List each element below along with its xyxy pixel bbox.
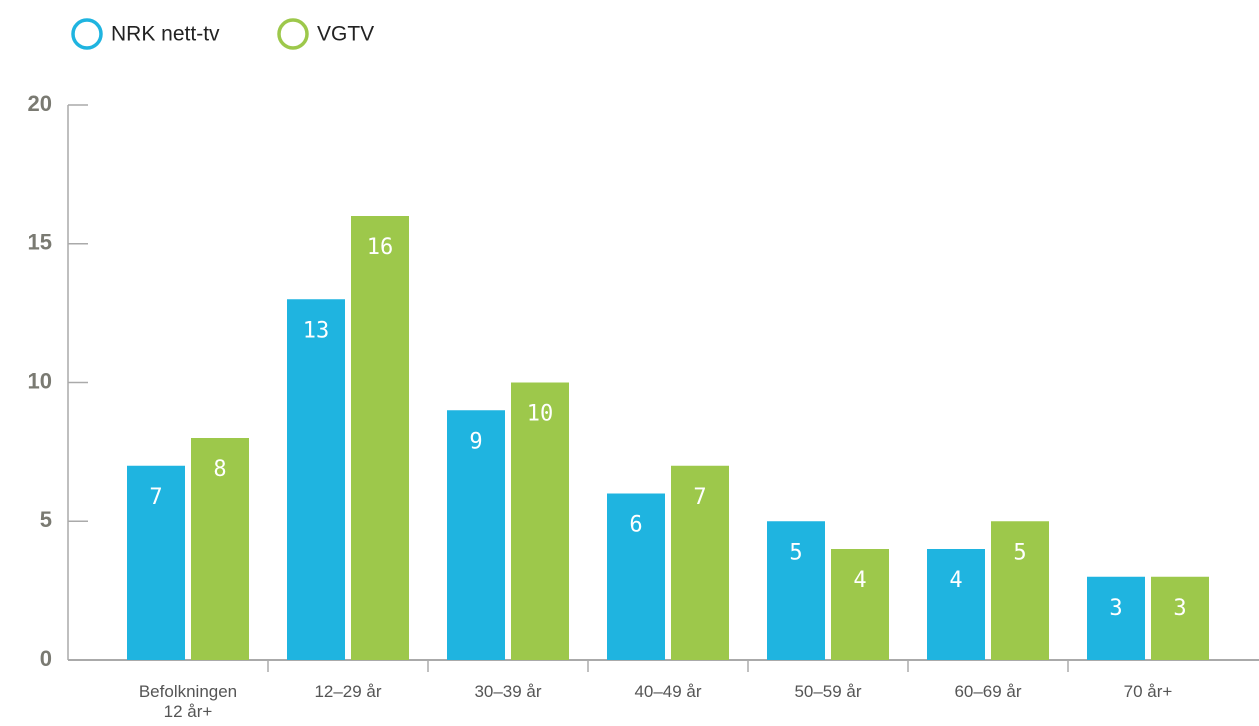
bar	[991, 521, 1049, 660]
bar	[127, 465, 185, 660]
bar	[191, 438, 249, 660]
bar	[607, 493, 665, 660]
x-tick-label: 50–59 år	[794, 682, 862, 701]
value-label: 7	[149, 485, 162, 510]
bar	[927, 549, 985, 660]
y-tick-label: 20	[28, 91, 52, 116]
bar	[831, 549, 889, 660]
x-tick-label: 30–39 år	[474, 682, 542, 701]
value-label: 4	[853, 568, 866, 593]
value-label: 5	[1013, 540, 1026, 565]
value-label: 16	[367, 235, 394, 260]
y-tick-label: 0	[40, 646, 52, 671]
value-label: 3	[1109, 596, 1122, 621]
y-tick-label: 15	[28, 230, 52, 255]
value-label: 3	[1173, 596, 1186, 621]
bar	[1151, 576, 1209, 660]
y-tick-label: 10	[28, 368, 52, 393]
x-tick-label: 40–49 år	[634, 682, 702, 701]
x-tick-label: 60–69 år	[954, 682, 1022, 701]
value-label: 8	[213, 457, 226, 482]
x-tick-label: Befolkningen 12 år+	[138, 682, 238, 721]
bar	[447, 410, 505, 660]
value-label: 4	[949, 568, 962, 593]
legend-marker	[277, 18, 309, 50]
value-label: 13	[303, 318, 330, 343]
bar	[767, 521, 825, 660]
value-label: 5	[789, 540, 802, 565]
bar	[287, 299, 345, 660]
bar	[1087, 576, 1145, 660]
bar	[351, 216, 409, 660]
value-label: 6	[629, 513, 642, 538]
bar	[511, 382, 569, 660]
legend-label: VGTV	[317, 23, 374, 46]
x-tick-label: 70 år+	[1123, 682, 1173, 701]
x-tick-label: 12–29 år	[314, 682, 382, 701]
value-label: 9	[469, 429, 482, 454]
bar	[671, 465, 729, 660]
value-label: 7	[693, 485, 706, 510]
legend-marker	[71, 18, 103, 50]
y-tick-label: 5	[40, 507, 52, 532]
value-label: 10	[527, 402, 554, 427]
legend-label: NRK nett-tv	[111, 23, 220, 46]
